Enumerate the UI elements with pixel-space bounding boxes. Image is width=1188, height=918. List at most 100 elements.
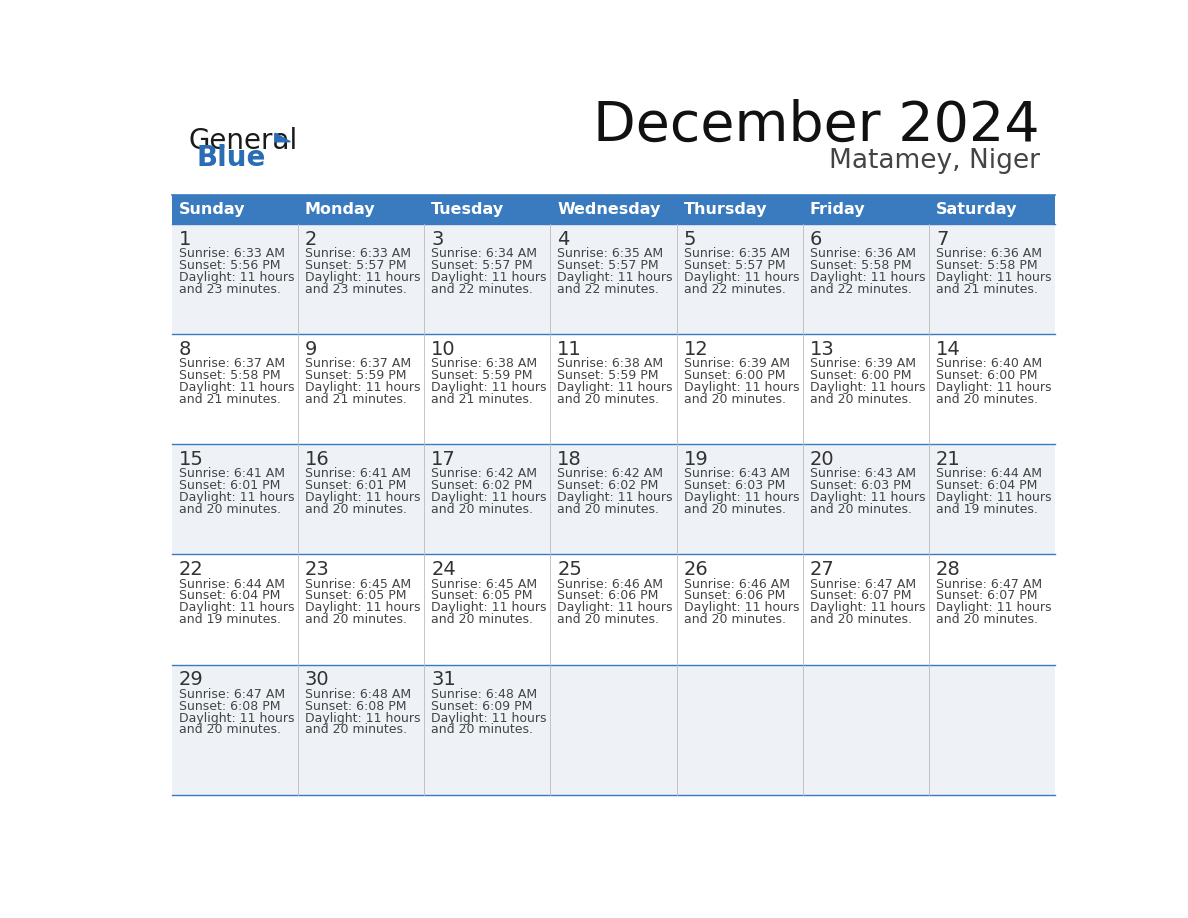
Text: 1: 1 [178,230,191,249]
Text: 7: 7 [936,230,948,249]
Text: and 20 minutes.: and 20 minutes. [431,503,533,516]
Text: Sunrise: 6:36 AM: Sunrise: 6:36 AM [810,247,916,260]
Text: Sunset: 5:59 PM: Sunset: 5:59 PM [557,369,659,382]
Text: Daylight: 11 hours: Daylight: 11 hours [557,271,672,284]
Text: and 19 minutes.: and 19 minutes. [936,503,1038,516]
Bar [929,224,1055,334]
Text: and 22 minutes.: and 22 minutes. [431,283,533,296]
Bar [550,444,677,554]
Text: Sunset: 6:07 PM: Sunset: 6:07 PM [810,589,911,602]
Text: Sunrise: 6:48 AM: Sunrise: 6:48 AM [431,688,537,700]
Bar [298,554,424,665]
Text: 12: 12 [683,340,708,359]
Text: Sunset: 5:58 PM: Sunset: 5:58 PM [178,369,280,382]
Text: 24: 24 [431,560,456,579]
Text: Daylight: 11 hours: Daylight: 11 hours [936,381,1051,394]
Text: and 22 minutes.: and 22 minutes. [810,283,911,296]
Text: Sunset: 6:05 PM: Sunset: 6:05 PM [305,589,406,602]
Text: Daylight: 11 hours: Daylight: 11 hours [683,271,800,284]
Text: Sunrise: 6:47 AM: Sunrise: 6:47 AM [810,577,916,590]
Text: Daylight: 11 hours: Daylight: 11 hours [431,601,546,614]
Text: Sunset: 6:06 PM: Sunset: 6:06 PM [683,589,785,602]
Bar [677,554,803,665]
Text: Daylight: 11 hours: Daylight: 11 hours [178,601,295,614]
Text: Daylight: 11 hours: Daylight: 11 hours [178,491,295,504]
Text: Sunday: Sunday [178,202,245,217]
Text: 4: 4 [557,230,570,249]
Text: Sunrise: 6:47 AM: Sunrise: 6:47 AM [178,688,285,700]
Bar [677,444,803,554]
Text: and 20 minutes.: and 20 minutes. [810,393,912,406]
Text: Daylight: 11 hours: Daylight: 11 hours [683,601,800,614]
Text: 21: 21 [936,450,961,469]
Bar [424,195,550,224]
Text: Sunrise: 6:38 AM: Sunrise: 6:38 AM [557,357,663,370]
Text: Sunset: 6:00 PM: Sunset: 6:00 PM [683,369,785,382]
Text: Sunset: 6:00 PM: Sunset: 6:00 PM [936,369,1037,382]
Text: 5: 5 [683,230,696,249]
Text: Daylight: 11 hours: Daylight: 11 hours [305,711,421,724]
Bar [172,224,298,334]
Text: Sunset: 6:03 PM: Sunset: 6:03 PM [683,479,785,492]
Text: December 2024: December 2024 [593,99,1040,153]
Bar [929,554,1055,665]
Text: and 21 minutes.: and 21 minutes. [936,283,1038,296]
Text: 14: 14 [936,340,961,359]
Text: Sunrise: 6:44 AM: Sunrise: 6:44 AM [178,577,285,590]
Text: Sunset: 6:08 PM: Sunset: 6:08 PM [178,700,280,712]
Text: Sunset: 6:05 PM: Sunset: 6:05 PM [431,589,532,602]
Bar [298,444,424,554]
Text: and 20 minutes.: and 20 minutes. [431,723,533,736]
Text: Sunrise: 6:44 AM: Sunrise: 6:44 AM [936,467,1042,480]
Text: 20: 20 [810,450,834,469]
Text: Sunset: 5:56 PM: Sunset: 5:56 PM [178,259,280,272]
Text: 19: 19 [683,450,708,469]
Bar [803,195,929,224]
Bar [298,224,424,334]
Text: Daylight: 11 hours: Daylight: 11 hours [683,491,800,504]
Text: Sunset: 5:59 PM: Sunset: 5:59 PM [431,369,532,382]
Bar [803,224,929,334]
Polygon shape [274,133,290,141]
Bar [424,224,550,334]
Text: 8: 8 [178,340,191,359]
Text: 15: 15 [178,450,203,469]
Text: 9: 9 [305,340,317,359]
Text: 17: 17 [431,450,456,469]
Bar [929,665,1055,796]
Text: Sunrise: 6:39 AM: Sunrise: 6:39 AM [683,357,790,370]
Text: and 20 minutes.: and 20 minutes. [305,613,407,626]
Text: Sunrise: 6:47 AM: Sunrise: 6:47 AM [936,577,1042,590]
Text: Sunrise: 6:33 AM: Sunrise: 6:33 AM [178,247,285,260]
Bar [550,195,677,224]
Text: Friday: Friday [810,202,865,217]
Text: Saturday: Saturday [936,202,1017,217]
Text: 18: 18 [557,450,582,469]
Text: Sunrise: 6:41 AM: Sunrise: 6:41 AM [305,467,411,480]
Text: 28: 28 [936,560,961,579]
Text: and 20 minutes.: and 20 minutes. [936,613,1038,626]
Bar [803,444,929,554]
Text: Sunset: 5:58 PM: Sunset: 5:58 PM [810,259,911,272]
Text: and 21 minutes.: and 21 minutes. [305,393,406,406]
Text: 22: 22 [178,560,203,579]
Text: and 19 minutes.: and 19 minutes. [178,613,280,626]
Text: Blue: Blue [196,143,266,172]
Text: Sunset: 6:01 PM: Sunset: 6:01 PM [305,479,406,492]
Bar [172,554,298,665]
Text: and 20 minutes.: and 20 minutes. [178,503,280,516]
Text: 27: 27 [810,560,834,579]
Text: Sunset: 6:03 PM: Sunset: 6:03 PM [810,479,911,492]
Text: and 22 minutes.: and 22 minutes. [683,283,785,296]
Text: Sunrise: 6:40 AM: Sunrise: 6:40 AM [936,357,1042,370]
Text: Sunset: 6:06 PM: Sunset: 6:06 PM [557,589,658,602]
Text: Daylight: 11 hours: Daylight: 11 hours [557,601,672,614]
Text: Sunrise: 6:45 AM: Sunrise: 6:45 AM [305,577,411,590]
Bar [298,665,424,796]
Bar [298,334,424,444]
Text: Daylight: 11 hours: Daylight: 11 hours [305,491,421,504]
Text: and 20 minutes.: and 20 minutes. [683,393,785,406]
Text: and 20 minutes.: and 20 minutes. [557,613,659,626]
Text: and 20 minutes.: and 20 minutes. [683,503,785,516]
Text: Matamey, Niger: Matamey, Niger [829,148,1040,174]
